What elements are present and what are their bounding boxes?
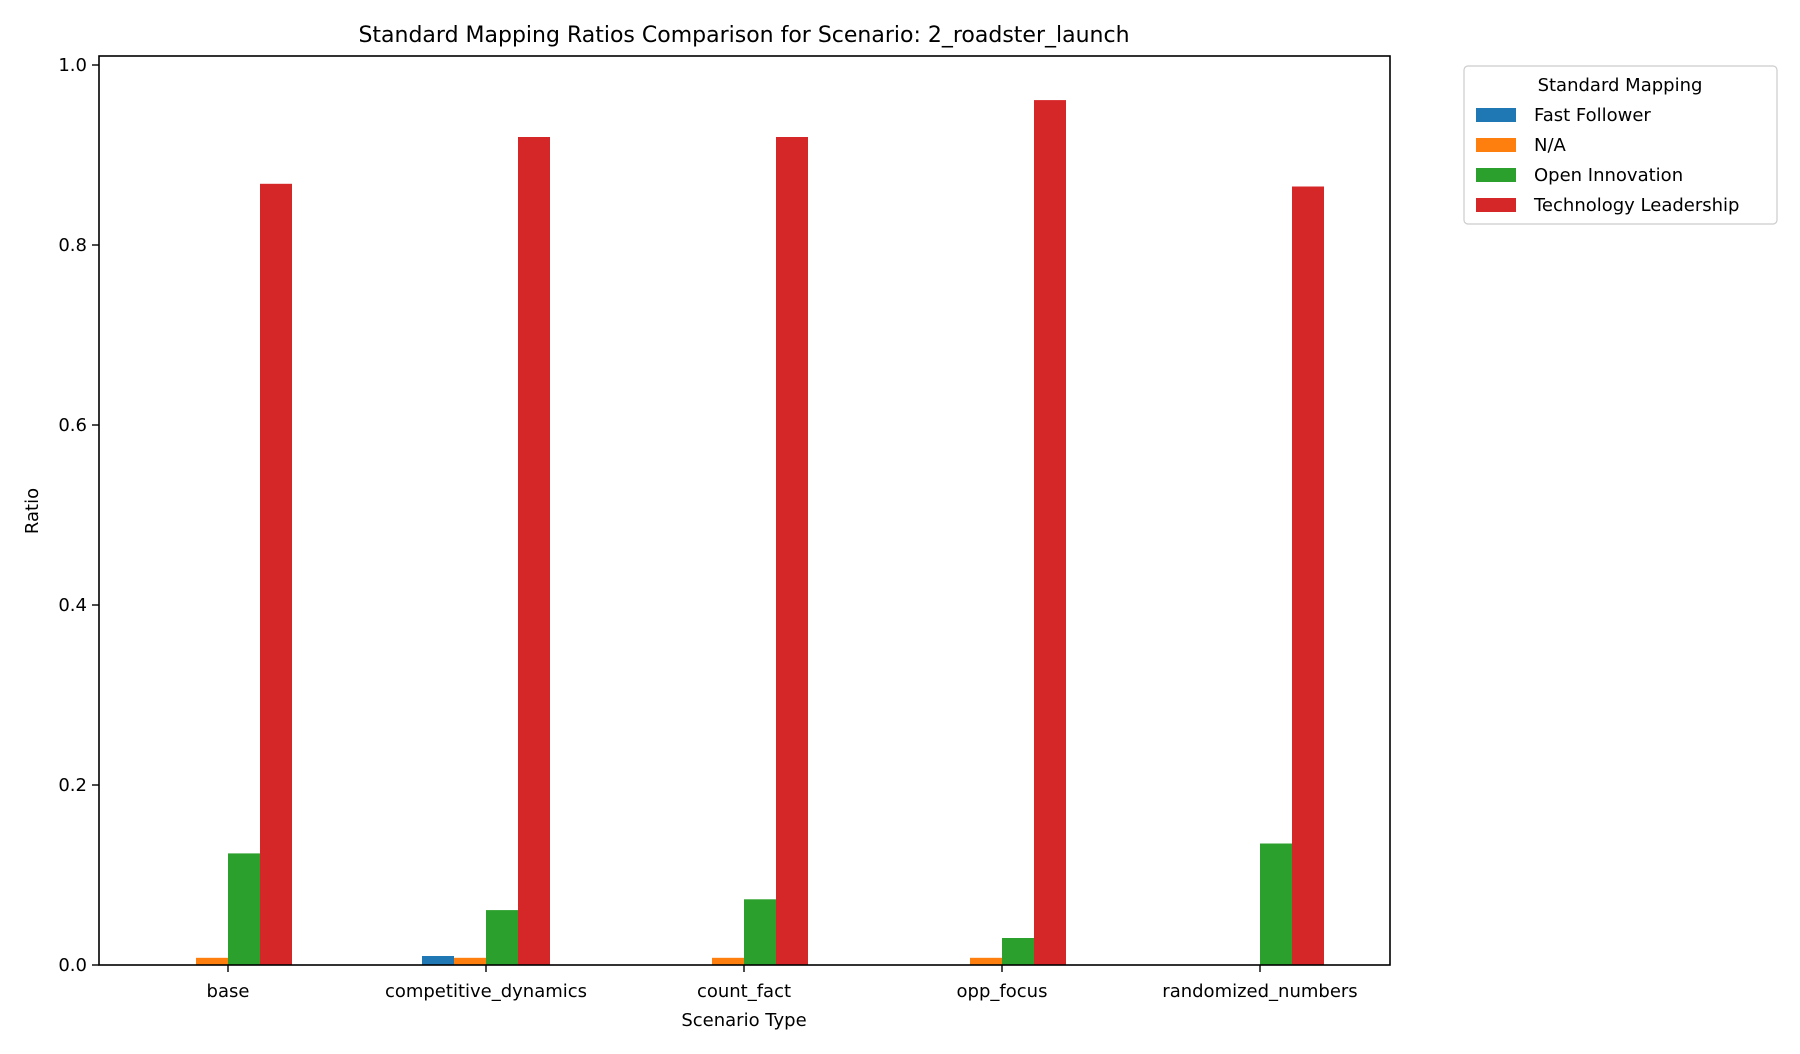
bar-open-innovation-opp-focus — [1002, 938, 1034, 965]
bar-open-innovation-count-fact — [744, 899, 776, 965]
bar-open-innovation-randomized-numbers — [1260, 843, 1292, 965]
bar-open-innovation-base — [228, 853, 260, 965]
x-axis-label: Scenario Type — [681, 1010, 806, 1031]
x-tick-label: count_fact — [697, 981, 791, 1002]
y-tick-label: 0.0 — [58, 955, 87, 976]
y-tick-label: 0.6 — [58, 415, 87, 436]
x-tick-label: opp_focus — [957, 981, 1048, 1002]
bar-technology-leadership-randomized-numbers — [1292, 186, 1324, 965]
legend-frame — [1463, 65, 1778, 225]
plot-frame — [98, 55, 1391, 966]
y-tick-label: 1.0 — [58, 55, 87, 76]
bar-n-a-competitive-dynamics — [454, 957, 486, 965]
bar-n-a-base — [196, 957, 228, 965]
bar-technology-leadership-competitive-dynamics — [518, 137, 550, 965]
legend-swatch — [1476, 168, 1516, 182]
chart-title: Standard Mapping Ratios Comparison for S… — [358, 23, 1129, 48]
legend-swatch — [1476, 108, 1516, 122]
legend-items: Fast Follower N/A Open Innovation Technolog… — [1476, 105, 1739, 216]
legend-label: Open Innovation — [1534, 165, 1683, 186]
x-tick-label: competitive_dynamics — [385, 981, 587, 1002]
legend: Standard Mapping Fast Follower N/A Open In… — [1463, 65, 1778, 225]
bars-layer — [196, 100, 1324, 966]
x-axis: base competitive_dynamics count_fact opp_fo… — [207, 965, 1358, 1002]
y-axis: 0.0 0.2 0.4 0.6 0.8 1.0 — [58, 55, 99, 976]
bar-technology-leadership-count-fact — [776, 137, 808, 965]
y-tick-label: 0.4 — [58, 595, 87, 616]
legend-label: Fast Follower — [1534, 105, 1651, 126]
legend-label: N/A — [1534, 135, 1567, 156]
bar-open-innovation-competitive-dynamics — [486, 910, 518, 965]
legend-title: Standard Mapping — [1538, 75, 1703, 96]
bar-technology-leadership-opp-focus — [1034, 100, 1066, 966]
bar-technology-leadership-base — [260, 183, 292, 966]
y-tick-label: 0.8 — [58, 235, 87, 256]
x-tick-label: randomized_numbers — [1162, 981, 1357, 1002]
legend-swatch — [1476, 198, 1516, 212]
bar-n-a-opp-focus — [970, 957, 1002, 965]
x-tick-label: base — [207, 981, 250, 1002]
y-tick-label: 0.2 — [58, 775, 87, 796]
y-axis-label: Ratio — [22, 488, 43, 534]
legend-swatch — [1476, 138, 1516, 152]
bar-fast-follower-competitive-dynamics — [422, 956, 454, 965]
legend-label: Technology Leadership — [1533, 195, 1739, 216]
bar-n-a-count-fact — [712, 957, 744, 965]
